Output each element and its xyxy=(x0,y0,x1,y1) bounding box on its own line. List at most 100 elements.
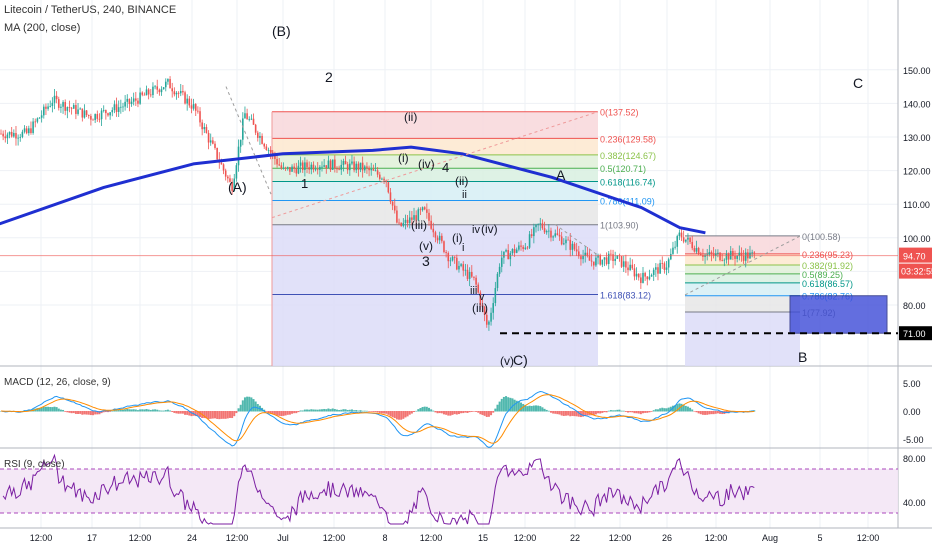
macd-histogram-bar xyxy=(162,410,165,412)
macd-histogram-bar xyxy=(457,411,460,415)
candle-body xyxy=(351,161,353,164)
candle-body xyxy=(714,253,717,256)
macd-histogram-bar xyxy=(184,411,187,415)
macd-histogram-bar xyxy=(171,411,174,412)
macd-histogram-bar xyxy=(291,411,294,414)
candle-body xyxy=(637,273,640,278)
candle-body xyxy=(612,254,614,261)
wave-label: v xyxy=(479,291,485,303)
macd-histogram-bar xyxy=(385,411,388,414)
candle-body xyxy=(503,251,505,258)
macd-histogram-bar xyxy=(408,411,411,415)
macd-histogram-bar xyxy=(719,411,722,414)
candle-body xyxy=(113,104,116,111)
candle-body xyxy=(366,166,368,168)
macd-histogram-bar xyxy=(691,409,694,412)
candle-body xyxy=(177,92,180,94)
macd-histogram-bar xyxy=(556,411,559,415)
macd-histogram-bar xyxy=(539,406,542,412)
macd-histogram-bar xyxy=(228,411,231,418)
candle-body xyxy=(665,267,668,270)
macd-histogram-bar xyxy=(701,411,704,415)
candle-body xyxy=(4,136,7,139)
candle-body xyxy=(197,110,199,112)
macd-histogram-bar xyxy=(462,411,465,414)
candle-body xyxy=(141,92,144,95)
fib-right-level-label: 0.236(95.23) xyxy=(802,250,853,260)
candle-body xyxy=(646,276,649,280)
candle-body xyxy=(203,127,206,130)
candle-body xyxy=(494,287,497,304)
candle-body xyxy=(257,132,259,138)
macd-histogram-bar xyxy=(175,411,178,414)
candle-body xyxy=(670,253,672,260)
macd-histogram-bar xyxy=(624,411,627,412)
macd-histogram-bar xyxy=(704,411,707,415)
macd-histogram-bar xyxy=(310,409,313,412)
candle-body xyxy=(682,237,685,242)
macd-histogram-bar xyxy=(51,407,54,412)
macd-histogram-bar xyxy=(203,411,206,419)
macd-histogram-bar xyxy=(121,409,124,412)
macd-histogram-bar xyxy=(128,409,131,412)
macd-histogram-bar xyxy=(96,411,99,415)
macd-histogram-bar xyxy=(520,402,523,412)
macd-histogram-bar xyxy=(547,410,550,412)
candle-body xyxy=(301,162,304,171)
candle-body xyxy=(622,261,625,267)
macd-histogram-bar xyxy=(340,409,343,412)
macd-histogram-bar xyxy=(104,411,107,413)
macd-histogram-bar xyxy=(139,409,142,412)
macd-histogram-bar xyxy=(102,411,105,413)
candle-body xyxy=(329,160,332,170)
macd-histogram-bar xyxy=(432,410,435,412)
candle-body xyxy=(389,192,392,202)
macd-histogram-bar xyxy=(295,411,298,414)
candle-body xyxy=(511,248,514,254)
candle-body xyxy=(584,252,587,256)
macd-histogram-bar xyxy=(36,408,39,412)
candle-body xyxy=(719,252,721,261)
macd-histogram-bar xyxy=(609,410,612,412)
candle-body xyxy=(306,162,308,168)
macd-histogram-bar xyxy=(554,411,557,414)
fib-right-band xyxy=(685,264,800,274)
candle-body xyxy=(173,91,176,95)
macd-histogram-bar xyxy=(654,409,657,412)
candle-body xyxy=(456,257,458,270)
macd-histogram-bar xyxy=(492,411,495,413)
candle-body xyxy=(49,105,52,107)
candle-body xyxy=(560,236,563,245)
candle-body xyxy=(648,276,651,280)
candle-body xyxy=(269,149,272,153)
candle-body xyxy=(571,243,574,250)
macd-histogram-bar xyxy=(348,409,351,412)
macd-histogram-bar xyxy=(186,411,189,415)
candle-body xyxy=(667,259,670,268)
candle-body xyxy=(488,321,490,325)
candle-body xyxy=(462,264,465,271)
rsi-legend[interactable]: RSI (9, close) xyxy=(4,459,65,470)
signal-line xyxy=(0,394,755,444)
macd-histogram-bar xyxy=(344,409,347,412)
candle-body xyxy=(588,255,591,261)
candle-body xyxy=(629,264,631,271)
candle-body xyxy=(620,256,623,267)
macd-histogram-bar xyxy=(629,411,632,413)
fib-right-level-label: 0(100.58) xyxy=(802,232,841,242)
macd-histogram-bar xyxy=(475,411,478,412)
candle-body xyxy=(190,105,193,109)
macd-histogram-bar xyxy=(89,411,92,416)
candle-body xyxy=(15,132,17,139)
ma-legend[interactable]: MA (200, close) xyxy=(4,22,81,34)
candle-body xyxy=(693,248,696,252)
candle-body xyxy=(451,256,454,261)
macd-histogram-bar xyxy=(359,410,362,412)
candle-body xyxy=(201,122,203,130)
candle-body xyxy=(194,104,197,111)
candle-body xyxy=(349,163,351,171)
macd-legend[interactable]: MACD (12, 26, close, 9) xyxy=(4,377,111,388)
candle-body xyxy=(179,90,182,94)
